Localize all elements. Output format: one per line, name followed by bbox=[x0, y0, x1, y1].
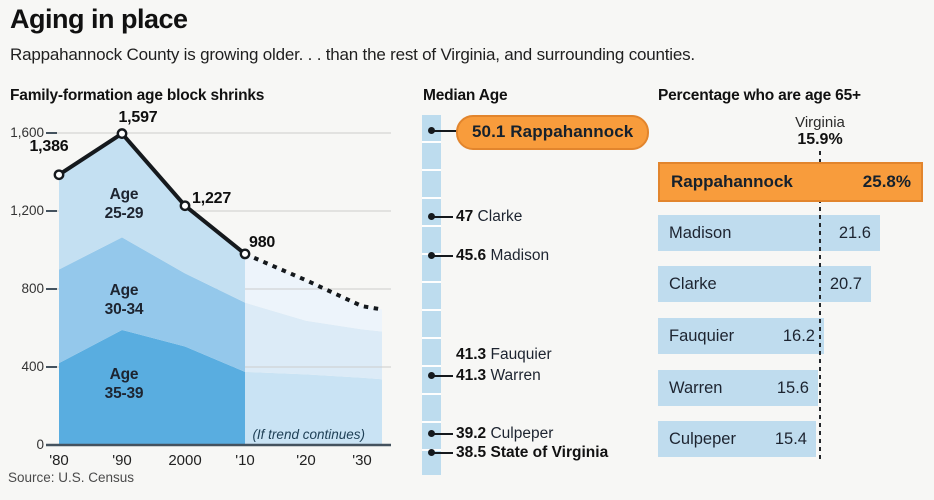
data-point-label: 1,227 bbox=[192, 190, 232, 207]
bar-value-label: 16.2 bbox=[782, 326, 815, 345]
trend-continues-note: (If trend continues) bbox=[252, 427, 365, 442]
family-formation-area-chart bbox=[46, 128, 391, 447]
median-item-label: 41.3 Warren bbox=[456, 366, 541, 384]
y-tick-label: 0 bbox=[36, 437, 44, 452]
data-point-marker bbox=[239, 248, 251, 260]
data-point-label: 1,386 bbox=[29, 138, 69, 155]
area-band-25-29 bbox=[59, 133, 245, 303]
median-leader-line bbox=[433, 216, 453, 219]
bar-value-label: 15.4 bbox=[774, 429, 807, 448]
bar-row: Clarke 20.7 bbox=[658, 266, 871, 302]
median-leader-line bbox=[433, 255, 453, 258]
data-point-label: 1,597 bbox=[118, 109, 158, 126]
bar-value-label: 20.7 bbox=[829, 274, 862, 293]
trend-line bbox=[57, 131, 247, 256]
median-item-label: 45.6 Madison bbox=[456, 247, 550, 265]
age-band-label: Age 25-29 bbox=[104, 186, 144, 222]
bar-value-label: 25.8% bbox=[862, 172, 911, 191]
bar-category-label: Rappahannock bbox=[671, 172, 793, 191]
bar-row: Culpeper 15.4 bbox=[658, 421, 816, 457]
bar-row: Fauquier 16.2 bbox=[658, 318, 824, 354]
y-tick-label: 400 bbox=[21, 359, 44, 374]
bar-category-label: Culpeper bbox=[669, 429, 736, 448]
bar-category-label: Fauquier bbox=[669, 326, 735, 345]
virginia-dashed-line bbox=[819, 151, 821, 463]
area-band-35-39 bbox=[59, 329, 245, 445]
median-leader-line bbox=[433, 130, 457, 132]
y-tick-label: 1,600 bbox=[10, 125, 44, 140]
bar-row: Madison 21.6 bbox=[658, 215, 880, 251]
x-tick-label: '30 bbox=[352, 452, 372, 469]
virginia-reference-label: Virginia 15.9% bbox=[760, 114, 880, 149]
x-tick-label: '90 bbox=[112, 452, 132, 469]
median-age-scale-bar bbox=[422, 115, 441, 475]
median-item-label: 47 Clarke bbox=[456, 208, 523, 226]
bar-category-label: Madison bbox=[669, 223, 732, 242]
y-tick-label: 800 bbox=[21, 281, 44, 296]
median-dot bbox=[428, 430, 435, 438]
trend-line-projection bbox=[244, 252, 383, 312]
page-subtitle: Rappahannock County is growing older. . … bbox=[10, 45, 695, 64]
median-dot bbox=[428, 213, 435, 221]
projection-band-25-29 bbox=[245, 253, 382, 332]
median-item-label: 38.5 State of Virginia bbox=[456, 444, 609, 462]
projection-band-30-34 bbox=[245, 302, 382, 380]
age-band-label: Age 35-39 bbox=[104, 366, 144, 402]
age-band-label: Age 30-34 bbox=[104, 282, 144, 318]
bar-value-label: 15.6 bbox=[776, 378, 809, 397]
median-age-title: Median Age bbox=[423, 87, 508, 104]
bar-category-label: Clarke bbox=[669, 274, 717, 293]
median-leader-line bbox=[433, 452, 453, 455]
area-band-30-34 bbox=[59, 237, 245, 372]
virginia-reference-name: Virginia bbox=[795, 114, 845, 131]
median-dot bbox=[428, 371, 435, 379]
data-point-marker bbox=[116, 128, 128, 139]
median-dot bbox=[428, 127, 435, 134]
bar-row: Warren 15.6 bbox=[658, 370, 818, 406]
median-item-label: 41.3 Fauquier bbox=[456, 345, 552, 363]
virginia-reference-value: 15.9% bbox=[797, 131, 843, 148]
projection-band-35-39 bbox=[245, 371, 382, 445]
data-point-marker bbox=[53, 169, 65, 181]
data-point-label: 980 bbox=[249, 234, 276, 251]
median-leader-line bbox=[433, 433, 453, 436]
median-dot bbox=[428, 252, 435, 260]
median-item-label: 39.2 Culpeper bbox=[456, 425, 554, 443]
x-tick-label: '80 bbox=[49, 452, 69, 469]
data-point-marker bbox=[179, 200, 191, 212]
bar-value-label: 21.6 bbox=[838, 223, 871, 242]
x-tick-label: '20 bbox=[296, 452, 316, 469]
median-highlight-pill: 50.1 Rappahannock bbox=[456, 115, 650, 150]
x-tick-label: '10 bbox=[235, 452, 255, 469]
area-chart-title: Family-formation age block shrinks bbox=[10, 87, 265, 104]
source-note: Source: U.S. Census bbox=[8, 470, 135, 485]
median-leader-line bbox=[433, 374, 453, 377]
page-title: Aging in place bbox=[10, 4, 188, 34]
y-tick-label: 1,200 bbox=[10, 203, 44, 218]
x-tick-label: 2000 bbox=[168, 452, 202, 469]
median-dot bbox=[428, 449, 435, 457]
bar-category-label: Warren bbox=[669, 378, 723, 397]
bar-row: Rappahannock 25.8% bbox=[658, 162, 923, 202]
bar-chart-title: Percentage who are age 65+ bbox=[658, 87, 861, 104]
